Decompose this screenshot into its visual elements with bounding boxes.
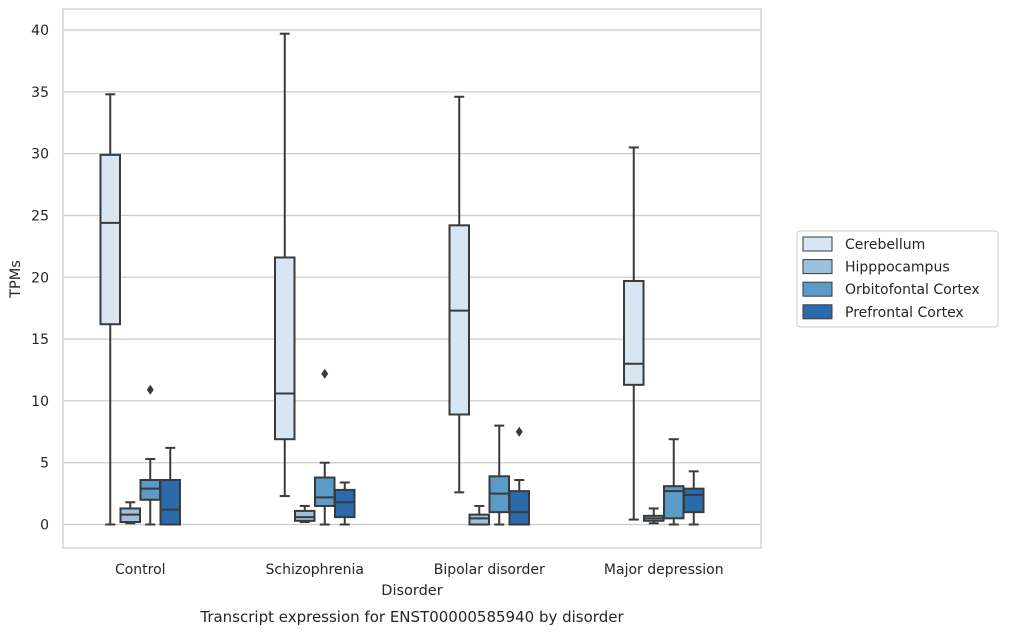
y-tick-label: 30 [31, 147, 49, 163]
box-body [448, 224, 470, 416]
legend-label: Cerebellum [845, 237, 925, 253]
box [508, 426, 530, 526]
y-tick-label: 15 [31, 332, 49, 348]
box [488, 424, 510, 526]
box [643, 507, 665, 525]
box [623, 146, 645, 521]
x-tick-label: Major depression [604, 562, 724, 578]
legend-item: Orbitofontal Cortex [802, 281, 980, 298]
legend-label: Hipppocampus [845, 260, 950, 276]
x-axis-ticks: Control Schizophrenia Bipolar disorder Majo… [115, 562, 724, 578]
x-tick-label: Control [115, 562, 166, 578]
box-body [508, 490, 530, 526]
box [663, 438, 685, 526]
y-axis-ticks: 0 5 10 15 20 25 30 35 40 [31, 23, 49, 533]
box [139, 384, 161, 526]
y-tick-label: 5 [40, 456, 49, 472]
legend-item: Cerebellum [802, 236, 925, 253]
box [468, 504, 490, 526]
box-body [623, 279, 645, 386]
outlier-point [146, 384, 154, 395]
y-tick-label: 0 [40, 518, 49, 534]
box-body [683, 487, 705, 514]
box-body [468, 513, 490, 526]
legend-swatch [802, 304, 833, 320]
x-axis-label: Disorder [381, 583, 442, 599]
box [448, 95, 470, 494]
box-body [334, 488, 356, 519]
legend-label: Prefrontal Cortex [845, 305, 964, 321]
legend-swatch [802, 236, 833, 252]
box [99, 93, 121, 526]
outlier-point [515, 426, 523, 437]
legend-swatch [802, 259, 833, 275]
legend-item: Prefrontal Cortex [802, 304, 964, 321]
y-tick-label: 10 [31, 394, 49, 410]
x-tick-label: Schizophrenia [266, 562, 364, 578]
legend-frame [796, 230, 999, 328]
y-tick-label: 20 [31, 270, 49, 286]
legend-swatch [802, 281, 833, 297]
y-tick-label: 40 [31, 23, 49, 39]
box-body [139, 479, 161, 501]
boxes [99, 32, 705, 526]
box-body [159, 479, 181, 526]
box [294, 504, 316, 524]
x-tick-label: Bipolar disorder [434, 562, 545, 578]
box [159, 446, 181, 526]
outlier-point [321, 368, 329, 379]
box [274, 32, 296, 498]
box [119, 501, 141, 525]
plot-area-frame [62, 8, 762, 549]
box-body [294, 509, 316, 522]
y-tick-label: 25 [31, 208, 49, 224]
box-body [99, 153, 121, 326]
legend-items: Cerebellum Hipppocampus Orbitofontal Corte… [802, 236, 980, 321]
box [334, 481, 356, 526]
y-axis-label: TPMs [8, 260, 24, 299]
box [683, 470, 705, 526]
legend-item: Hipppocampus [802, 259, 950, 276]
chart-title: Transcript expression for ENST0000058594… [199, 608, 624, 626]
box [314, 368, 336, 526]
box-body [274, 256, 296, 441]
gridlines [63, 29, 761, 526]
legend-label: Orbitofontal Cortex [845, 282, 980, 298]
legend: Cerebellum Hipppocampus Orbitofontal Corte… [796, 230, 999, 328]
box-body [314, 476, 336, 507]
y-tick-label: 35 [31, 85, 49, 101]
